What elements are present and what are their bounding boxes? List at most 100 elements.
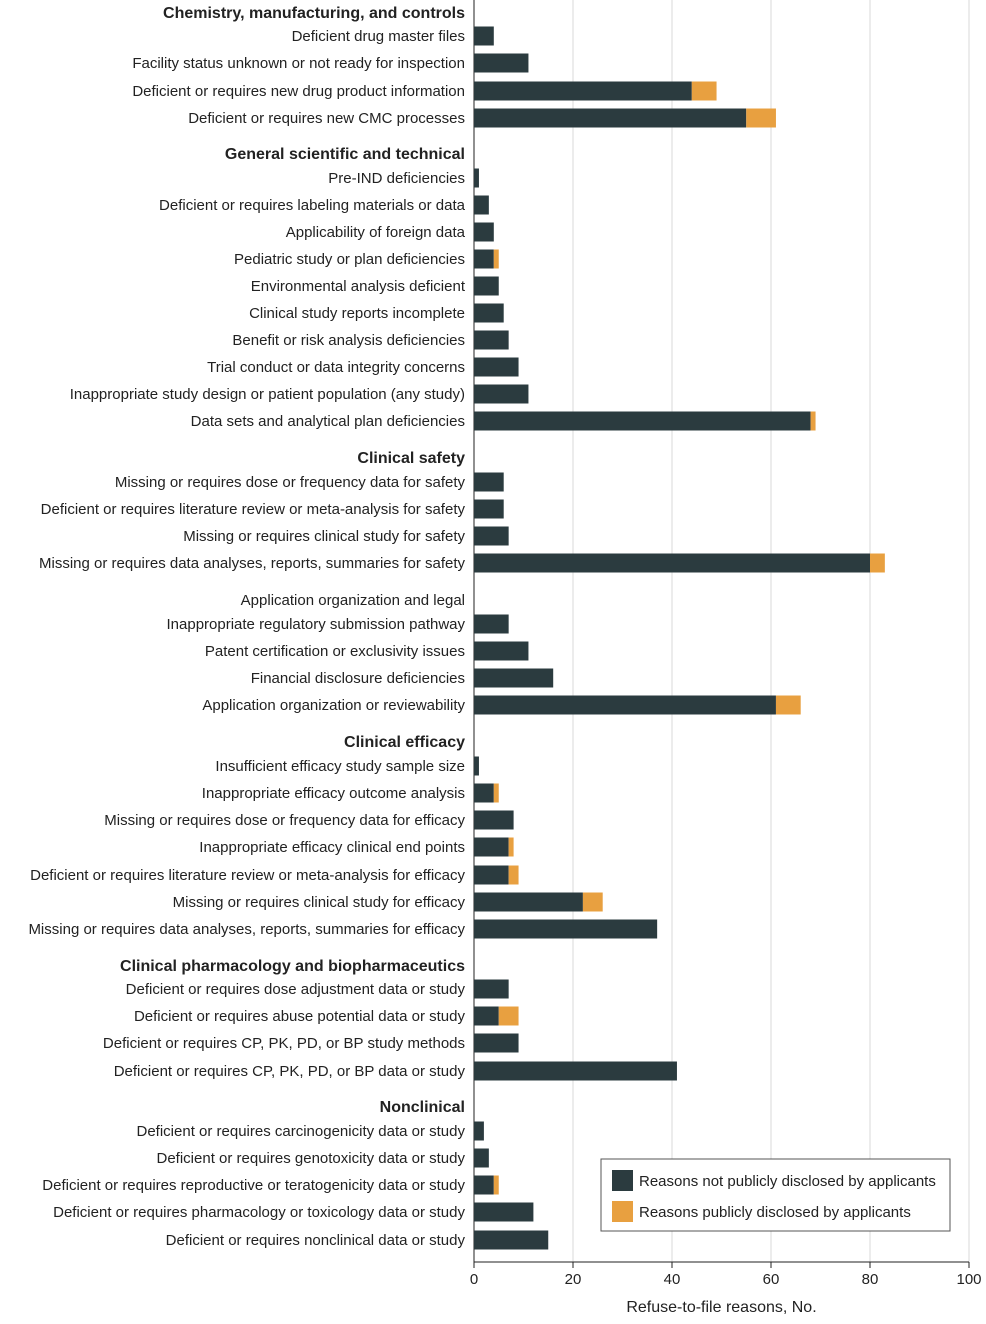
category-label: Pre-IND deficiencies bbox=[328, 170, 465, 187]
category-label: Missing or requires clinical study for s… bbox=[183, 528, 465, 545]
category-label: Inappropriate regulatory submission path… bbox=[167, 616, 466, 633]
bar-not-disclosed bbox=[474, 1230, 549, 1250]
bar-not-disclosed bbox=[474, 195, 489, 215]
bar-not-disclosed bbox=[474, 108, 747, 128]
bar-not-disclosed bbox=[474, 81, 692, 101]
x-tick-label: 40 bbox=[664, 1271, 681, 1288]
category-label: Deficient drug master files bbox=[292, 28, 465, 45]
bar-not-disclosed bbox=[474, 614, 509, 634]
bar-not-disclosed bbox=[474, 919, 658, 939]
bar-not-disclosed bbox=[474, 1033, 519, 1053]
category-label: Missing or requires dose or frequency da… bbox=[104, 812, 465, 829]
bar-not-disclosed bbox=[474, 810, 514, 830]
category-label: Patent certification or exclusivity issu… bbox=[205, 643, 465, 660]
bar-not-disclosed bbox=[474, 1175, 494, 1195]
x-tick-label: 80 bbox=[862, 1271, 879, 1288]
category-label: Deficient or requires CP, PK, PD, or BP … bbox=[103, 1035, 465, 1052]
bar-not-disclosed bbox=[474, 499, 504, 519]
category-label: Pediatric study or plan deficiencies bbox=[234, 251, 465, 268]
bar-disclosed bbox=[508, 865, 519, 885]
bar-disclosed bbox=[810, 411, 816, 431]
bar-not-disclosed bbox=[474, 1061, 677, 1081]
category-label: Missing or requires dose or frequency da… bbox=[115, 474, 466, 491]
group-title: Clinical pharmacology and biopharmaceuti… bbox=[120, 958, 465, 975]
bar-not-disclosed bbox=[474, 865, 509, 885]
bar-not-disclosed bbox=[474, 837, 509, 857]
category-label: Facility status unknown or not ready for… bbox=[132, 55, 465, 72]
category-label: Financial disclosure deficiencies bbox=[251, 670, 465, 687]
group-title: Application organization and legal bbox=[241, 592, 465, 609]
category-label: Trial conduct or data integrity concerns bbox=[207, 359, 465, 376]
bar-not-disclosed bbox=[474, 526, 509, 546]
bar-not-disclosed bbox=[474, 553, 870, 573]
category-label: Deficient or requires reproductive or te… bbox=[42, 1177, 465, 1194]
category-label: Deficient or requires abuse potential da… bbox=[134, 1008, 466, 1025]
bar-not-disclosed bbox=[474, 53, 529, 73]
category-label: Deficient or requires literature review … bbox=[41, 501, 466, 518]
category-label: Deficient or requires literature review … bbox=[30, 867, 465, 884]
category-label: Deficient or requires genotoxicity data … bbox=[157, 1150, 466, 1167]
category-label: Deficient or requires CP, PK, PD, or BP … bbox=[114, 1063, 466, 1080]
group-title: Nonclinical bbox=[380, 1099, 465, 1116]
bar-not-disclosed bbox=[474, 979, 509, 999]
category-label: Applicability of foreign data bbox=[286, 224, 466, 241]
bar-disclosed bbox=[493, 249, 499, 269]
category-label: Benefit or risk analysis deficiencies bbox=[232, 332, 465, 349]
bar-not-disclosed bbox=[474, 26, 494, 46]
bar-not-disclosed bbox=[474, 756, 479, 776]
bar-not-disclosed bbox=[474, 384, 529, 404]
bar-disclosed bbox=[498, 1006, 519, 1026]
category-label: Insufficient efficacy study sample size bbox=[215, 758, 465, 775]
bar-disclosed bbox=[493, 783, 499, 803]
bar-not-disclosed bbox=[474, 249, 494, 269]
category-label: Deficient or requires nonclinical data o… bbox=[166, 1232, 466, 1249]
legend-label: Reasons publicly disclosed by applicants bbox=[639, 1204, 911, 1221]
legend-label: Reasons not publicly disclosed by applic… bbox=[639, 1173, 936, 1190]
x-axis-title: Refuse-to-file reasons, No. bbox=[626, 1299, 816, 1316]
bar-not-disclosed bbox=[474, 357, 519, 377]
category-label: Deficient or requires new CMC processes bbox=[188, 110, 465, 127]
legend-swatch bbox=[612, 1201, 633, 1222]
bar-not-disclosed bbox=[474, 411, 811, 431]
bar-disclosed bbox=[493, 1175, 499, 1195]
bar-not-disclosed bbox=[474, 1121, 484, 1141]
group-title: Clinical safety bbox=[357, 450, 465, 467]
category-label: Application organization or reviewabilit… bbox=[202, 697, 465, 714]
group-title: Clinical efficacy bbox=[344, 734, 465, 751]
bar-not-disclosed bbox=[474, 168, 479, 188]
x-tick-label: 100 bbox=[956, 1271, 981, 1288]
category-label: Deficient or requires pharmacology or to… bbox=[53, 1204, 465, 1221]
bar-disclosed bbox=[582, 892, 603, 912]
category-label: Deficient or requires carcinogenicity da… bbox=[137, 1123, 466, 1140]
category-label: Deficient or requires new drug product i… bbox=[132, 83, 465, 100]
bar-not-disclosed bbox=[474, 222, 494, 242]
bar-not-disclosed bbox=[474, 641, 529, 661]
category-label: Deficient or requires labeling materials… bbox=[159, 197, 466, 214]
bar-not-disclosed bbox=[474, 1202, 534, 1222]
bar-not-disclosed bbox=[474, 303, 504, 323]
category-label: Deficient or requires dose adjustment da… bbox=[126, 981, 466, 998]
x-tick-label: 60 bbox=[763, 1271, 780, 1288]
category-label: Inappropriate efficacy outcome analysis bbox=[202, 785, 465, 802]
bar-not-disclosed bbox=[474, 472, 504, 492]
category-label: Missing or requires clinical study for e… bbox=[173, 894, 466, 911]
category-label: Data sets and analytical plan deficienci… bbox=[191, 413, 465, 430]
category-label: Environmental analysis deficient bbox=[251, 278, 466, 295]
category-label: Inappropriate efficacy clinical end poin… bbox=[199, 839, 465, 856]
category-label: Missing or requires data analyses, repor… bbox=[39, 555, 465, 572]
category-label: Clinical study reports incomplete bbox=[249, 305, 465, 322]
x-tick-label: 0 bbox=[470, 1271, 478, 1288]
bar-not-disclosed bbox=[474, 783, 494, 803]
bar-not-disclosed bbox=[474, 1006, 499, 1026]
bar-not-disclosed bbox=[474, 892, 583, 912]
x-tick-label: 20 bbox=[565, 1271, 582, 1288]
legend-swatch bbox=[612, 1170, 633, 1191]
bar-disclosed bbox=[746, 108, 776, 128]
category-label: Inappropriate study design or patient po… bbox=[70, 386, 465, 403]
bar-not-disclosed bbox=[474, 695, 776, 715]
group-title: Chemistry, manufacturing, and controls bbox=[163, 5, 465, 22]
bar-disclosed bbox=[870, 553, 885, 573]
bar-disclosed bbox=[508, 837, 514, 857]
